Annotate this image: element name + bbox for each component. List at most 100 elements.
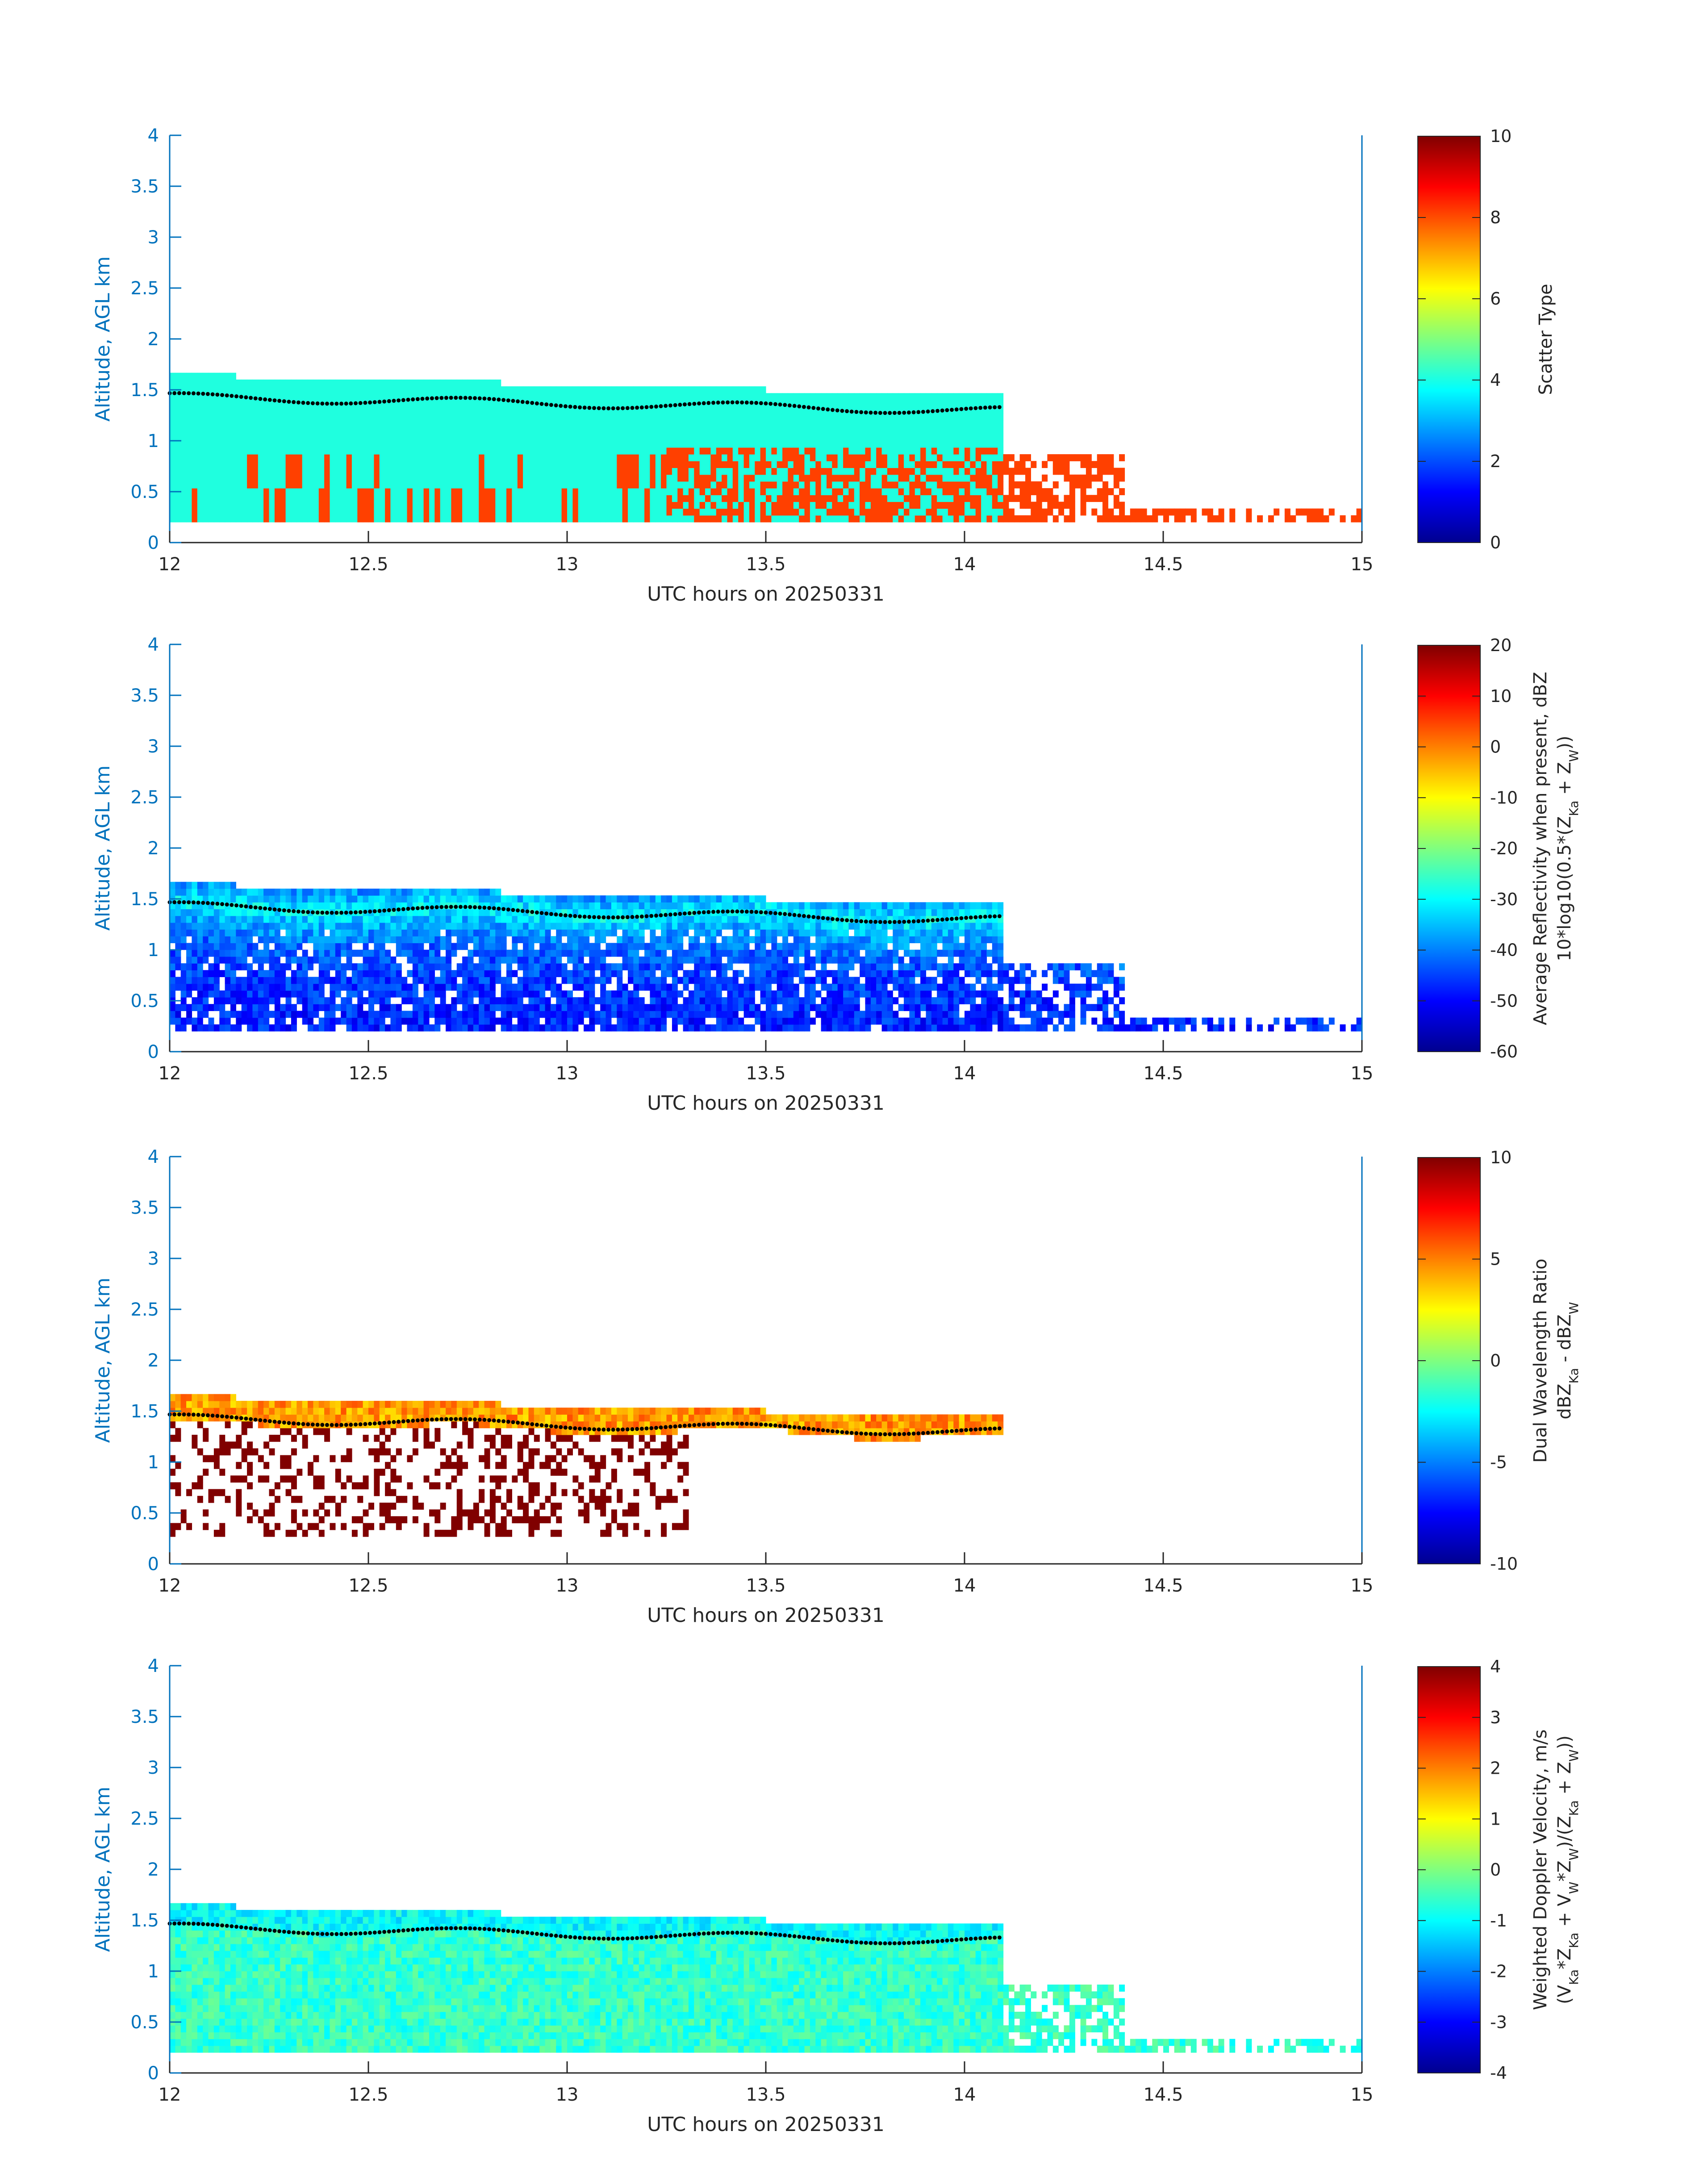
heatmap-cell: [407, 1017, 413, 1025]
heatmap-cell: [368, 508, 374, 516]
heatmap-cell: [318, 983, 325, 991]
heatmap-cell: [324, 427, 330, 435]
heatmap-cell: [385, 508, 391, 516]
heatmap-cell: [446, 963, 452, 970]
heatmap-cell: [920, 440, 927, 448]
heatmap-cell: [456, 997, 463, 1004]
heatmap-cell: [308, 508, 313, 516]
heatmap-cell: [456, 888, 463, 896]
heatmap-cell: [727, 427, 733, 435]
heatmap-cell: [418, 515, 424, 522]
heatmap-cell: [506, 508, 512, 516]
heatmap-cell: [904, 434, 910, 441]
heatmap-cell: [876, 515, 882, 522]
heatmap-cell: [213, 454, 220, 461]
heatmap-cell: [473, 970, 479, 978]
heatmap-cell: [550, 895, 556, 903]
heatmap-cell: [330, 413, 336, 421]
heatmap-cell: [528, 406, 535, 414]
heatmap-cell: [628, 515, 634, 522]
heatmap-cell: [241, 943, 247, 950]
heatmap-cell: [208, 413, 214, 421]
heatmap-cell: [760, 427, 766, 435]
heatmap-cell: [617, 413, 623, 421]
heatmap-cell: [175, 400, 181, 407]
heatmap-cell: [170, 481, 175, 489]
heatmap-cell: [749, 420, 755, 427]
heatmap-cell: [291, 481, 297, 489]
heatmap-cell: [611, 427, 617, 435]
heatmap-cell: [363, 420, 369, 427]
heatmap-cell: [203, 447, 209, 455]
heatmap-cell: [247, 440, 253, 448]
heatmap-cell: [611, 400, 617, 407]
heatmap-cell: [247, 481, 253, 489]
heatmap-cell: [937, 447, 943, 455]
heatmap-cell: [269, 447, 275, 455]
heatmap-cell: [484, 400, 490, 407]
heatmap-cell: [683, 515, 689, 522]
heatmap-cell: [285, 902, 292, 910]
heatmap-cell: [639, 420, 645, 427]
heatmap-cell: [893, 434, 899, 441]
cloud-base-point: [644, 405, 649, 409]
heatmap-cell: [517, 468, 523, 475]
heatmap-cell: [186, 1017, 192, 1025]
heatmap-cell: [567, 481, 573, 489]
heatmap-cell: [860, 461, 866, 468]
heatmap-cell: [771, 447, 777, 455]
heatmap-cell: [258, 427, 264, 435]
heatmap-cell: [440, 515, 446, 522]
heatmap-cell: [815, 420, 822, 427]
heatmap-cell: [451, 1004, 457, 1011]
heatmap-cell: [330, 440, 336, 448]
heatmap-cell: [628, 501, 634, 509]
heatmap-cell: [572, 1011, 579, 1018]
heatmap-cell: [197, 970, 203, 978]
heatmap-cell: [308, 495, 313, 502]
heatmap-cell: [401, 440, 408, 448]
heatmap-cell: [572, 983, 579, 991]
heatmap-cell: [942, 488, 948, 495]
cloud-base-point: [182, 391, 186, 395]
heatmap-cell: [479, 488, 485, 495]
heatmap-cell: [539, 474, 546, 482]
heatmap-cell: [225, 1024, 231, 1032]
heatmap-cell: [180, 936, 187, 944]
heatmap-cell: [881, 447, 888, 455]
heatmap-cell: [804, 447, 810, 455]
heatmap-cell: [258, 454, 264, 461]
heatmap-cell: [440, 413, 446, 421]
heatmap-cell: [390, 447, 397, 455]
heatmap-cell: [434, 915, 441, 923]
heatmap-cell: [346, 963, 352, 970]
heatmap-cell: [197, 977, 203, 984]
heatmap-cell: [363, 983, 369, 991]
heatmap-cell: [401, 413, 408, 421]
heatmap-cell: [208, 1004, 214, 1011]
heatmap-cell: [330, 977, 336, 984]
heatmap-cell: [213, 882, 220, 889]
heatmap-cell: [495, 936, 501, 944]
heatmap-cell: [793, 420, 799, 427]
heatmap-cell: [263, 909, 270, 916]
heatmap-cell: [788, 393, 794, 401]
heatmap-cell: [600, 501, 606, 509]
heatmap-cell: [578, 440, 584, 448]
heatmap-cell: [213, 447, 220, 455]
heatmap-cell: [589, 481, 595, 489]
heatmap-cell: [473, 413, 479, 421]
heatmap-cell: [274, 515, 280, 522]
cloud-base-point: [363, 401, 367, 405]
heatmap-cell: [501, 983, 507, 991]
cloud-base-point: [621, 406, 625, 410]
cloud-base-point: [277, 399, 282, 403]
heatmap-cell: [1069, 481, 1075, 489]
heatmap-cell: [446, 977, 452, 984]
heatmap-cell: [749, 488, 755, 495]
cloud-base-point: [783, 403, 787, 407]
heatmap-cell: [1052, 468, 1059, 475]
heatmap-cell: [351, 895, 358, 903]
heatmap-cell: [926, 501, 932, 509]
heatmap-cell: [418, 495, 424, 502]
